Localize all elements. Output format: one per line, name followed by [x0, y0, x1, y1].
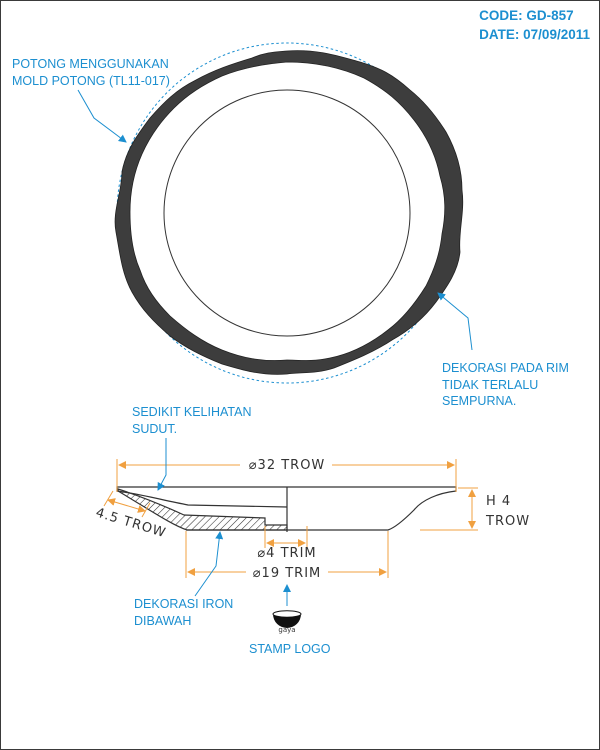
- stamp-logo-label: STAMP LOGO: [249, 642, 331, 656]
- base-trim-label: ⌀19 TRIM: [253, 566, 322, 581]
- drawing-date: DATE: 07/09/2011: [479, 27, 590, 42]
- cut-mold-note-line2: MOLD POTONG (TL11-017): [12, 73, 170, 88]
- plate-well-circle: [163, 89, 411, 337]
- stamp-logo-icon: gaya: [272, 610, 302, 634]
- rim-note-leader: [437, 292, 473, 351]
- angle-note-line1: SEDIKIT KELIHATAN: [132, 405, 252, 419]
- diameter-32-label: ⌀32 TROW: [249, 458, 326, 473]
- angle-note: SEDIKIT KELIHATAN SUDUT.: [132, 404, 251, 437]
- iron-note-leader: [194, 531, 224, 597]
- angle-note-line2: SUDUT.: [132, 421, 178, 436]
- height-label-line2: TROW: [485, 514, 530, 529]
- foot-trim-label: ⌀4 TRIM: [257, 546, 316, 561]
- rim-decoration-note: DEKORASI PADA RIM TIDAK TERLALU SEMPURNA…: [442, 360, 569, 410]
- rim-note-line1: DEKORASI PADA RIM: [442, 361, 569, 375]
- iron-note-line2: DIBAWAH: [134, 613, 192, 628]
- stamp-text: gaya: [278, 626, 295, 634]
- cut-note-leader: [77, 89, 127, 143]
- stamp-logo-note: STAMP LOGO: [249, 641, 331, 658]
- iron-note-line1: DEKORASI IRON: [134, 597, 234, 611]
- product-code: CODE: GD-857: [479, 8, 574, 23]
- cut-mold-note: POTONG MENGGUNAKAN MOLD POTONG (TL11-017…: [12, 56, 170, 89]
- height-label-line1: H 4: [486, 494, 511, 509]
- cut-mold-note-line1: POTONG MENGGUNAKAN: [12, 57, 169, 71]
- rim-note-line2: TIDAK TERLALU: [442, 377, 539, 392]
- rim-note-line3: SEMPURNA.: [442, 394, 517, 408]
- plate-section: [116, 486, 457, 532]
- iron-decoration-note: DEKORASI IRON DIBAWAH: [134, 596, 233, 629]
- wavy-rim: [114, 50, 464, 375]
- title-block: CODE: GD-857 DATE: 07/09/2011: [479, 6, 590, 44]
- angle-note-leader: [157, 438, 167, 491]
